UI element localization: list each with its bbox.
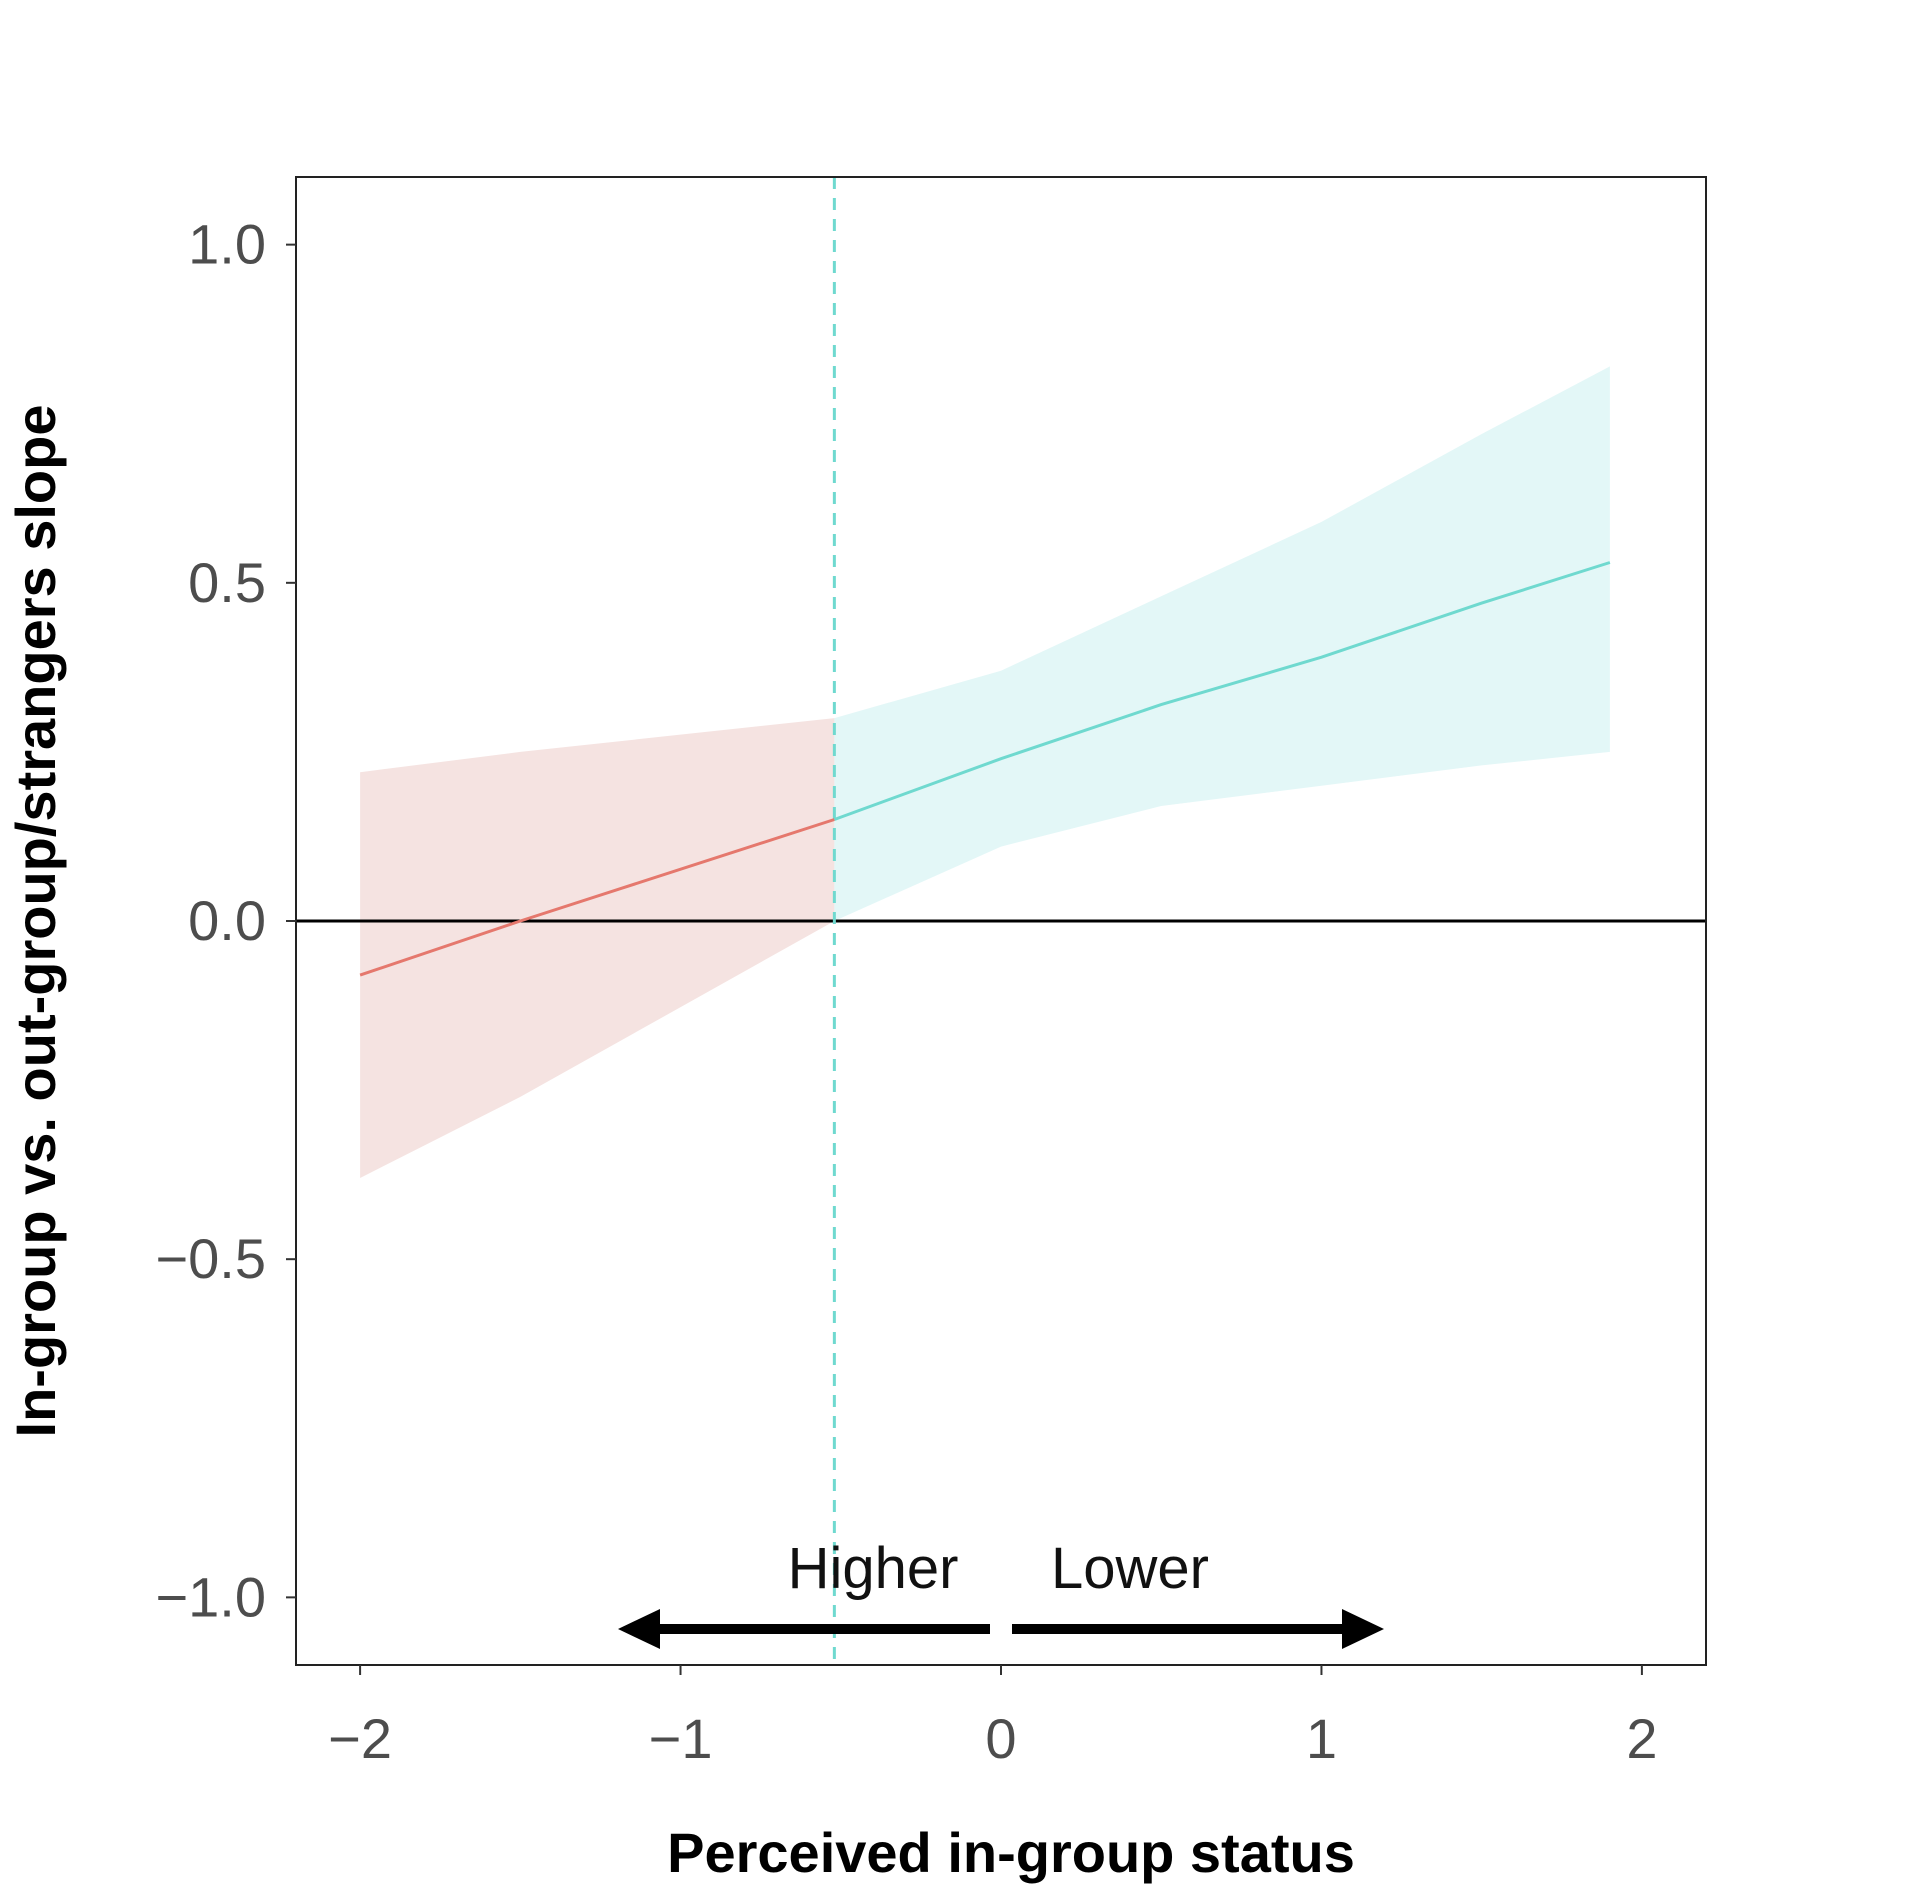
annotation-lower-label: Lower [1051,1536,1209,1601]
series-lines [359,561,1611,977]
y-axis-title: In-group vs. out-group/strangers slope [4,405,67,1438]
y-tick-label: 0.5 [188,551,266,614]
direction-annotations: Higher Lower [618,1536,1384,1649]
confidence-bands [360,366,1610,1178]
y-tick-label: −1.0 [155,1565,266,1628]
y-axis: −1.0 −0.5 0.0 0.5 1.0 [155,213,296,1628]
x-tick-label: 0 [985,1707,1016,1770]
x-tick-label: −2 [328,1707,392,1770]
x-tick-label: −1 [649,1707,713,1770]
x-axis: −2 −1 0 1 2 [328,1665,1657,1770]
reference-lines [296,177,1706,1665]
y-tick-label: 1.0 [188,213,266,276]
y-tick-label: −0.5 [155,1227,266,1290]
arrow-right-icon [1012,1609,1384,1649]
x-tick-label: 2 [1626,1707,1657,1770]
y-tick-label: 0.0 [188,889,266,952]
arrow-left-icon [618,1609,990,1649]
confidence-band-0 [360,718,835,1178]
series-line-0 [359,818,835,977]
annotation-higher-label: Higher [788,1536,959,1601]
x-tick-label: 1 [1306,1707,1337,1770]
series-line-1 [833,561,1611,821]
x-axis-title: Perceived in-group status [667,1821,1355,1884]
confidence-band-1 [834,366,1610,921]
